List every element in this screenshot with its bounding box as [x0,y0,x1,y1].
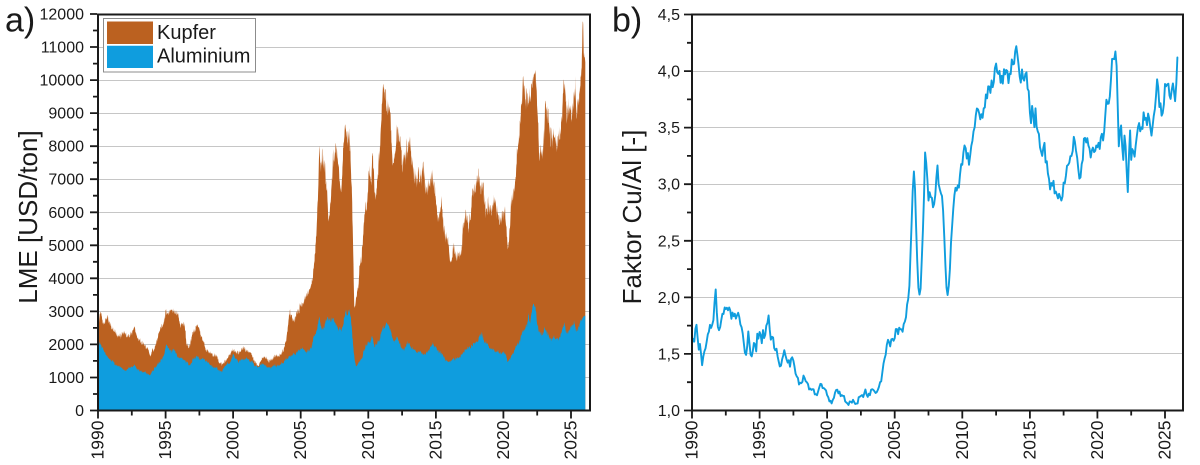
svg-text:2000: 2000 [48,337,84,354]
svg-text:2000: 2000 [817,420,837,459]
svg-text:Kupfer: Kupfer [157,22,216,44]
svg-text:2010: 2010 [952,420,972,459]
svg-text:7000: 7000 [48,172,84,189]
svg-text:2000: 2000 [223,420,243,459]
svg-text:Aluminium: Aluminium [157,46,250,68]
svg-text:2010: 2010 [358,420,378,459]
svg-text:5000: 5000 [48,238,84,255]
svg-text:3000: 3000 [48,304,84,321]
svg-text:1995: 1995 [155,421,175,460]
svg-text:9000: 9000 [48,106,84,123]
svg-text:2015: 2015 [425,421,445,460]
svg-text:4,5: 4,5 [658,7,680,24]
svg-text:2,0: 2,0 [658,290,680,307]
svg-text:4,0: 4,0 [658,64,680,81]
svg-text:3,0: 3,0 [658,177,680,194]
svg-text:0: 0 [75,403,84,420]
svg-text:11000: 11000 [41,40,84,57]
svg-text:2025: 2025 [561,421,581,460]
svg-text:2,5: 2,5 [658,233,680,250]
svg-text:2025: 2025 [1155,421,1175,460]
svg-text:10000: 10000 [40,73,85,90]
svg-text:a): a) [5,2,35,40]
svg-text:b): b) [612,2,642,40]
svg-text:6000: 6000 [48,205,84,222]
svg-text:Faktor Cu/Al [-]: Faktor Cu/Al [-] [617,130,647,305]
svg-text:1995: 1995 [749,421,769,460]
svg-text:2020: 2020 [1087,420,1107,459]
svg-text:1,0: 1,0 [658,403,680,420]
svg-text:LME [USD/ton]: LME [USD/ton] [13,130,43,303]
svg-text:2005: 2005 [290,421,310,460]
svg-text:3,5: 3,5 [658,120,680,137]
svg-text:1,5: 1,5 [658,346,680,363]
svg-text:1990: 1990 [88,420,108,459]
svg-text:2020: 2020 [493,420,513,459]
svg-text:2015: 2015 [1019,421,1039,460]
svg-text:1990: 1990 [682,420,702,459]
svg-text:1000: 1000 [48,370,84,387]
svg-text:8000: 8000 [48,139,84,156]
svg-text:12000: 12000 [40,7,85,24]
svg-text:4000: 4000 [48,271,84,288]
svg-text:2005: 2005 [884,421,904,460]
